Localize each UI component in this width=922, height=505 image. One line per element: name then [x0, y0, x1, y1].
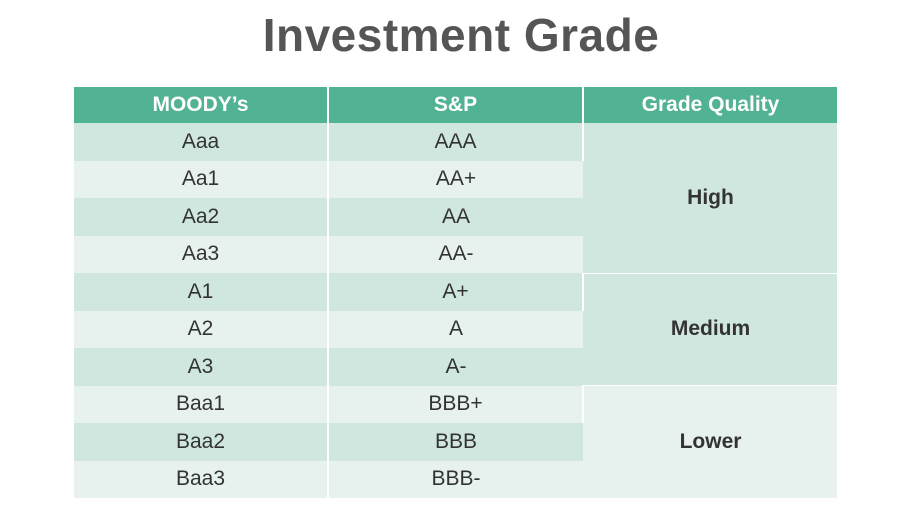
- table-row: Baa2 BBB: [74, 423, 837, 461]
- sp-cell: A-: [328, 348, 583, 386]
- table-row: Baa1 BBB+ Lower: [74, 385, 837, 499]
- header-grade-quality: Grade Quality: [583, 87, 837, 123]
- quality-cell-lower: Lower: [583, 385, 837, 499]
- header-moodys: MOODY’s: [74, 87, 329, 123]
- table-row: Aa1 AA+: [74, 160, 837, 198]
- quality-cell-medium: Medium: [583, 273, 837, 386]
- table-row: Aa3 AA-: [74, 235, 837, 273]
- table-row: A3 A-: [74, 348, 837, 386]
- table-row: Aa2 AA: [74, 198, 837, 236]
- sp-cell: A: [328, 310, 583, 348]
- moodys-cell: Baa1: [74, 385, 329, 423]
- table-row: Aaa AAA High: [74, 123, 837, 274]
- moodys-cell: Aa3: [74, 235, 329, 273]
- moodys-cell: A1: [74, 273, 329, 311]
- moodys-cell: Aa1: [74, 160, 329, 198]
- header-sp: S&P: [328, 87, 584, 123]
- sp-cell: AA-: [328, 235, 583, 273]
- quality-cell-high: High: [583, 123, 837, 274]
- sp-cell: AA+: [328, 160, 583, 198]
- page-title: Investment Grade: [262, 9, 660, 61]
- moodys-cell: Baa3: [74, 460, 329, 498]
- table-row: A1 A+ Medium: [74, 273, 837, 386]
- table-row: Baa3 BBB-: [74, 460, 837, 498]
- moodys-cell: Aaa: [74, 123, 329, 161]
- table-header-row: MOODY’s S&P Grade Quality: [74, 87, 837, 123]
- sp-cell: AA: [328, 198, 583, 236]
- ratings-table: MOODY’s S&P Grade Quality Aaa AAA High A…: [74, 87, 837, 499]
- sp-cell: BBB-: [328, 460, 583, 498]
- sp-cell: BBB+: [328, 385, 584, 423]
- moodys-cell: A2: [74, 310, 329, 348]
- sp-cell: BBB: [328, 423, 583, 461]
- table-row: A2 A: [74, 310, 837, 348]
- moodys-cell: Baa2: [74, 423, 329, 461]
- sp-cell: AAA: [328, 123, 584, 161]
- moodys-cell: Aa2: [74, 198, 329, 236]
- sp-cell: A+: [328, 273, 584, 311]
- moodys-cell: A3: [74, 348, 329, 386]
